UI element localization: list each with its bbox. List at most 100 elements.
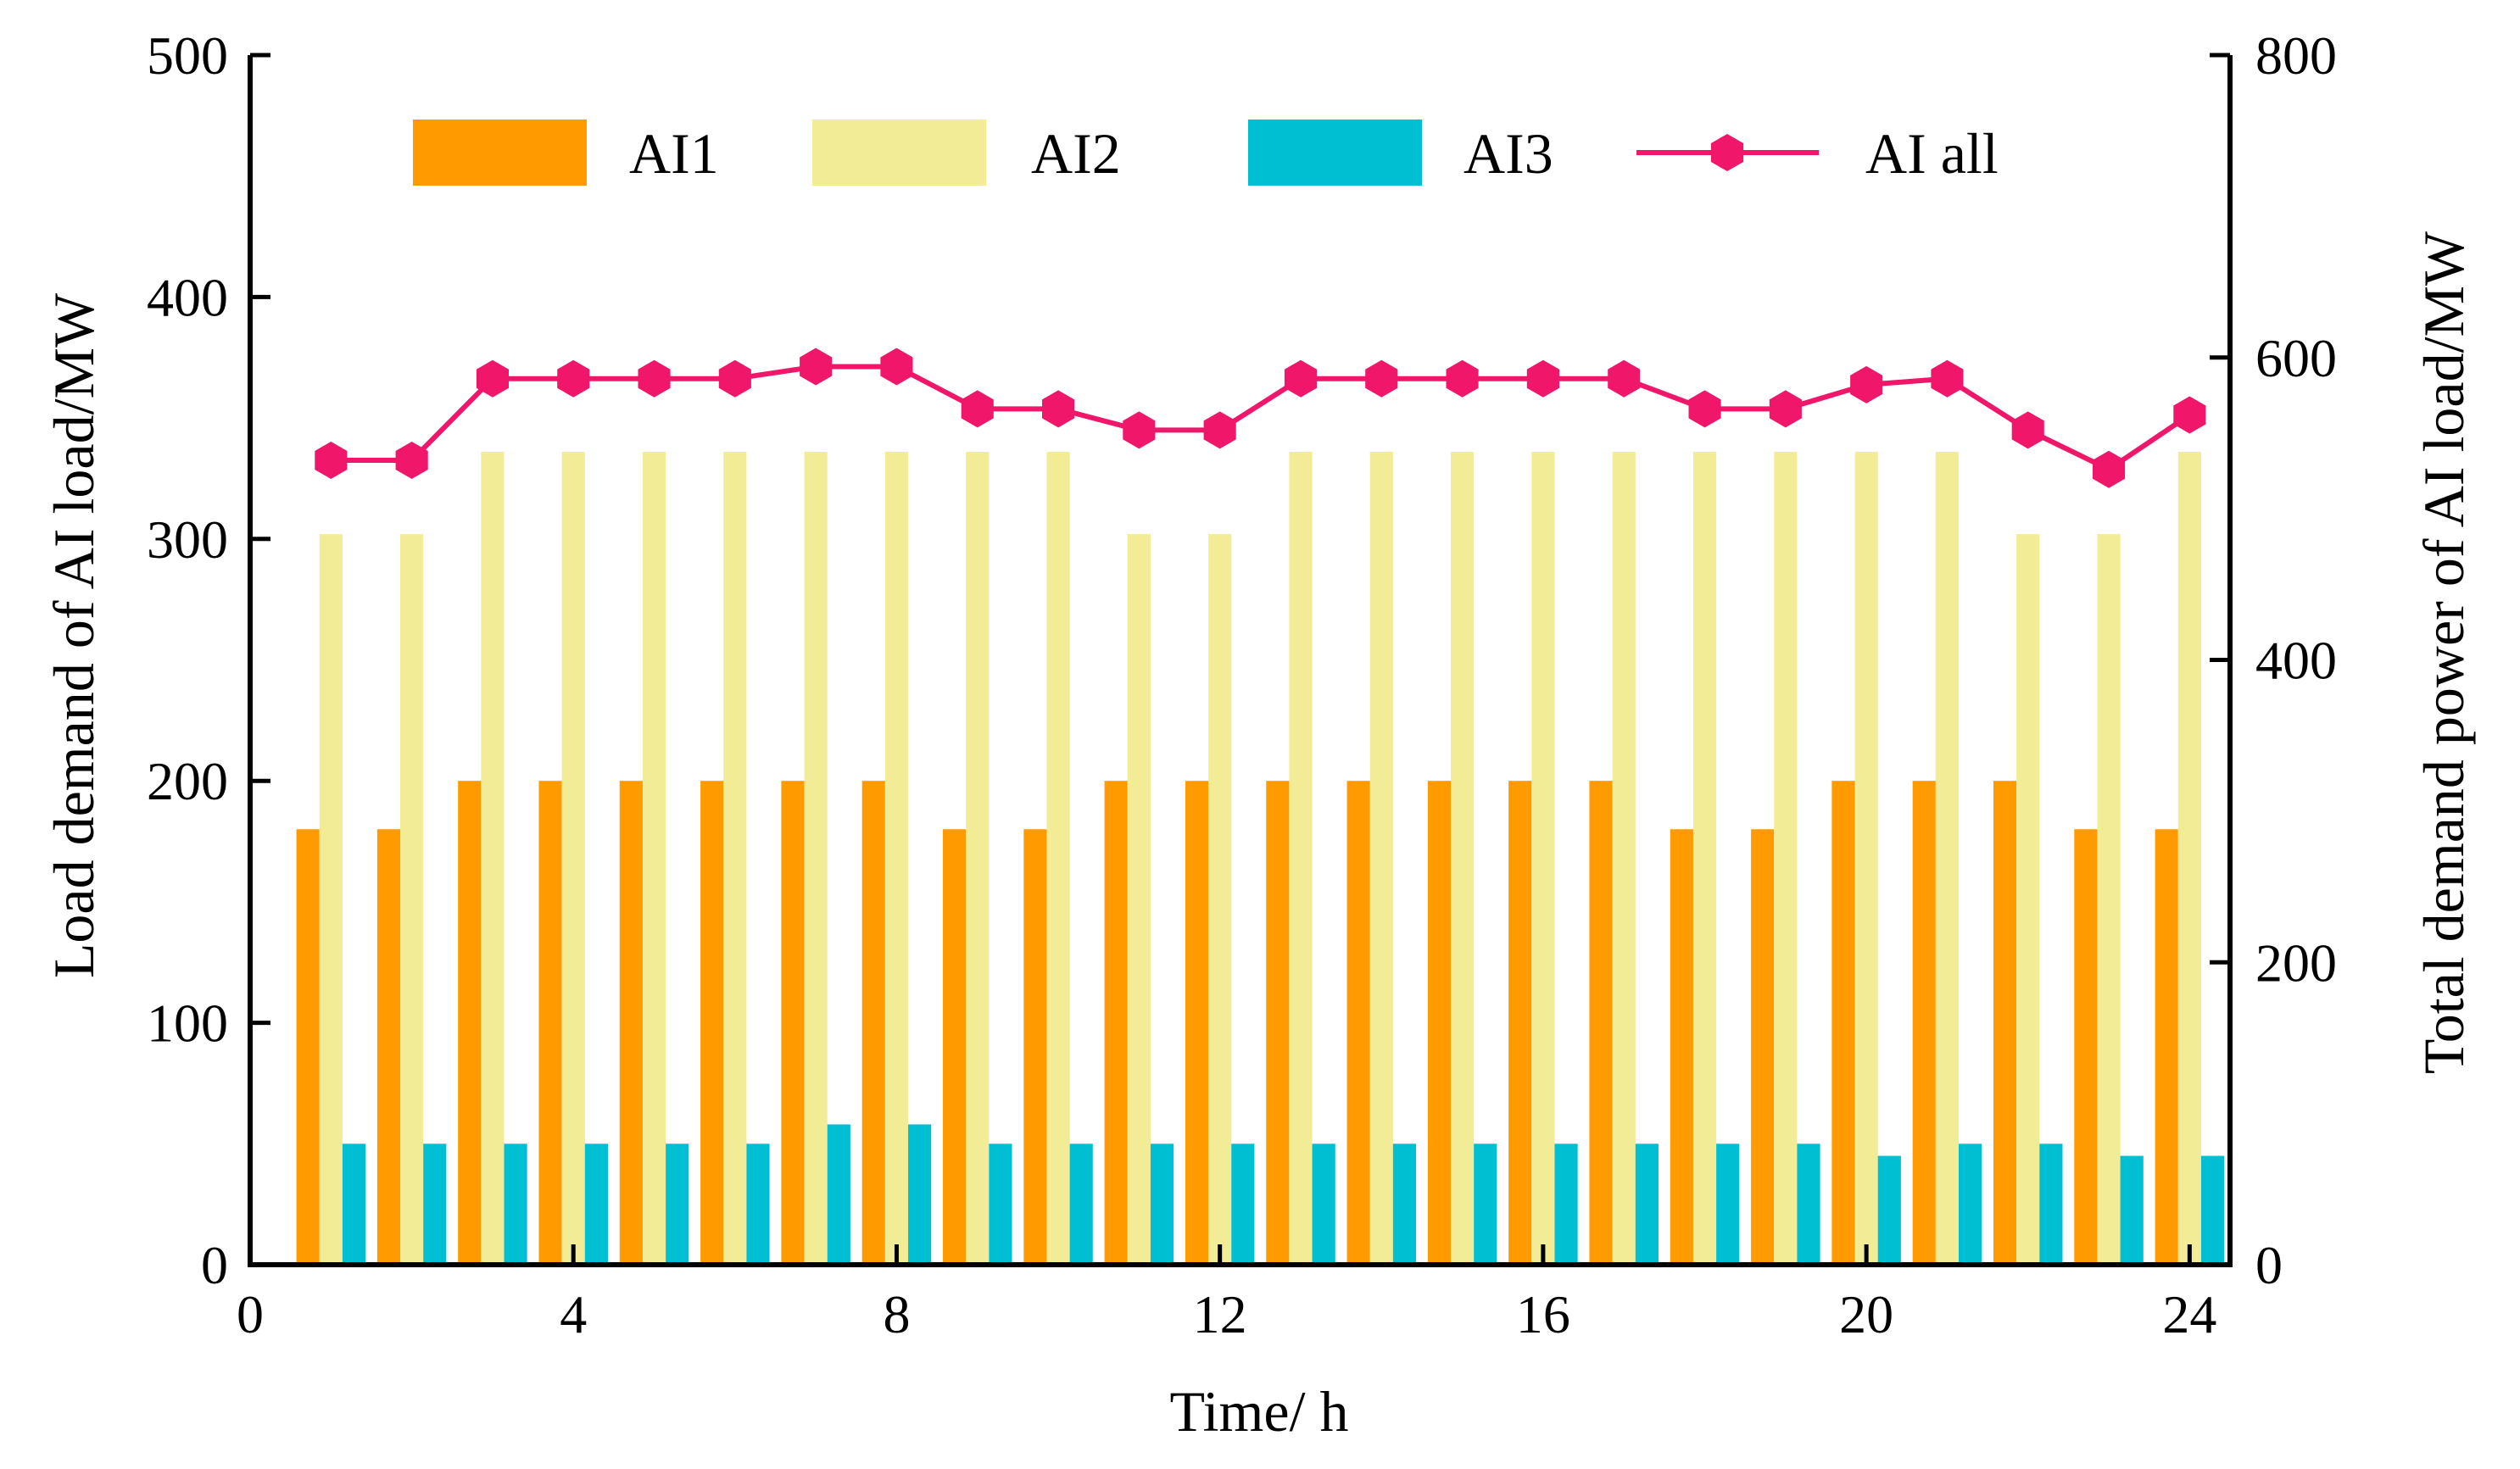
line-marker-h12 xyxy=(1203,411,1236,449)
legend-swatch-ai2 xyxy=(812,120,986,186)
bar-ai2-h21 xyxy=(1935,452,1960,1265)
bar-ai3-h9 xyxy=(989,1143,1012,1265)
y-right-tick-label-200: 200 xyxy=(2255,932,2337,993)
bar-ai2-h16 xyxy=(1531,452,1555,1265)
bar-ai1-h8 xyxy=(861,781,885,1265)
bar-ai1-h20 xyxy=(1831,781,1855,1265)
bar-ai2-h15 xyxy=(1451,452,1475,1265)
line-marker-h24 xyxy=(2173,396,2206,434)
line-marker-h4 xyxy=(557,359,590,398)
line-marker-h18 xyxy=(1688,390,1721,428)
x-axis-label: Time/ h xyxy=(1169,1379,1348,1444)
bar-ai2-h2 xyxy=(400,534,424,1265)
bar-ai1-h5 xyxy=(619,781,643,1265)
bar-ai3-h16 xyxy=(1554,1143,1578,1265)
x-tick-label-8: 8 xyxy=(883,1284,910,1344)
line-marker-h2 xyxy=(395,442,428,479)
line-marker-h13 xyxy=(1284,359,1317,398)
y-right-tick-label-400: 400 xyxy=(2255,631,2337,691)
bar-ai2-h19 xyxy=(1774,452,1798,1265)
bar-ai2-h9 xyxy=(966,452,990,1265)
bar-ai1-h7 xyxy=(781,781,805,1265)
bar-ai2-h23 xyxy=(2097,534,2121,1265)
y-left-tick-label-100: 100 xyxy=(147,993,228,1054)
bar-ai3-h24 xyxy=(2200,1155,2225,1265)
bar-ai1-h3 xyxy=(458,781,482,1265)
line-layer xyxy=(315,348,2206,488)
bar-ai3-h3 xyxy=(504,1143,527,1265)
bar-ai3-h13 xyxy=(1312,1143,1335,1265)
line-marker-h5 xyxy=(638,359,671,398)
bar-ai2-h5 xyxy=(642,452,666,1265)
x-tick-label-4: 4 xyxy=(560,1284,587,1344)
bar-ai1-h13 xyxy=(1266,781,1290,1265)
bar-ai3-h17 xyxy=(1635,1143,1659,1265)
line-marker-h7 xyxy=(800,348,833,386)
bar-ai2-h17 xyxy=(1612,452,1636,1265)
bar-ai1-h15 xyxy=(1427,781,1452,1265)
bar-ai1-h14 xyxy=(1346,781,1370,1265)
bar-ai2-h18 xyxy=(1692,452,1717,1265)
y-right-tick-label-600: 600 xyxy=(2255,328,2337,388)
line-marker-h6 xyxy=(718,359,751,398)
legend-swatch-ai1 xyxy=(413,120,587,186)
line-marker-h22 xyxy=(2011,411,2044,449)
bar-ai2-h11 xyxy=(1127,534,1151,1265)
line-marker-h23 xyxy=(2093,450,2126,488)
y-left-tick-label-400: 400 xyxy=(147,267,228,327)
bar-ai3-h2 xyxy=(423,1143,447,1265)
x-tick-label-0: 0 xyxy=(237,1284,264,1344)
line-marker-h14 xyxy=(1365,359,1398,398)
bar-layer xyxy=(296,452,2225,1265)
line-marker-h19 xyxy=(1769,390,1802,428)
legend-label-ai-all: AI all xyxy=(1865,121,1999,186)
bar-ai3-h11 xyxy=(1150,1143,1174,1265)
line-marker-h16 xyxy=(1526,359,1559,398)
y-left-tick-label-300: 300 xyxy=(147,509,228,570)
y-axis-label-right: Total demand power of AI load/MW xyxy=(2411,231,2476,1074)
bar-ai3-h23 xyxy=(2120,1155,2144,1265)
y-left-tick-label-0: 0 xyxy=(201,1235,228,1295)
bar-ai1-h10 xyxy=(1023,829,1047,1265)
legend-swatch-ai3 xyxy=(1248,120,1422,186)
bar-ai2-h8 xyxy=(884,452,909,1265)
bar-ai3-h12 xyxy=(1231,1143,1255,1265)
legend-marker-ai-all xyxy=(1710,134,1744,171)
bar-ai1-h11 xyxy=(1104,781,1128,1265)
bar-ai3-h20 xyxy=(1877,1155,1901,1265)
bar-ai2-h22 xyxy=(2016,534,2040,1265)
bar-ai1-h18 xyxy=(1670,829,1693,1265)
x-tick-label-20: 20 xyxy=(1839,1284,1893,1344)
bar-ai1-h6 xyxy=(700,781,724,1265)
bar-ai2-h1 xyxy=(319,534,343,1265)
legend-label-ai2: AI2 xyxy=(1031,121,1121,186)
line-marker-h21 xyxy=(1931,359,1964,398)
line-marker-h9 xyxy=(961,390,994,428)
bar-ai2-h24 xyxy=(2177,452,2201,1265)
bar-ai1-h16 xyxy=(1508,781,1532,1265)
line-marker-h15 xyxy=(1446,359,1479,398)
bar-ai2-h14 xyxy=(1369,452,1393,1265)
axes: 0 100 200 300 400 500 0 200 400 600 800 0 4 8 12 16 20 24 xyxy=(147,25,2337,1344)
bar-ai2-h10 xyxy=(1046,452,1070,1265)
bar-ai1-h2 xyxy=(376,829,401,1265)
bar-ai2-h6 xyxy=(723,452,747,1265)
y-right-tick-label-800: 800 xyxy=(2255,25,2337,86)
bar-ai3-h21 xyxy=(1959,1143,1982,1265)
bar-ai1-h4 xyxy=(538,781,562,1265)
line-marker-h20 xyxy=(1850,365,1883,403)
bar-ai1-h22 xyxy=(1993,781,2017,1265)
bar-ai3-h14 xyxy=(1392,1143,1417,1265)
line-marker-h17 xyxy=(1608,359,1641,398)
x-tick-label-16: 16 xyxy=(1516,1284,1570,1344)
bar-ai1-h9 xyxy=(943,829,967,1265)
bar-ai2-h12 xyxy=(1208,534,1232,1265)
line-marker-h10 xyxy=(1042,390,1075,428)
bar-ai3-h5 xyxy=(666,1143,689,1265)
y-left-tick-label-500: 500 xyxy=(147,25,228,86)
bar-ai3-h19 xyxy=(1797,1143,1820,1265)
bar-ai1-h19 xyxy=(1751,829,1775,1265)
line-marker-h1 xyxy=(315,442,348,479)
bar-ai1-h24 xyxy=(2155,829,2178,1265)
line-marker-h11 xyxy=(1123,411,1156,449)
